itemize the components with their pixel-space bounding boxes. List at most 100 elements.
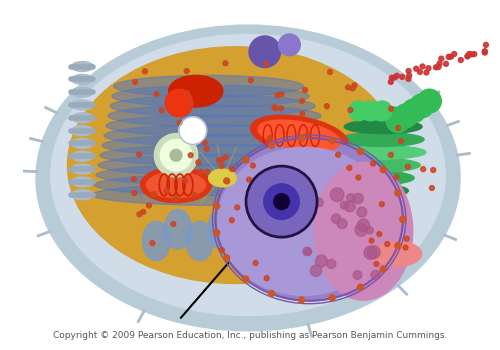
Ellipse shape [332,145,426,159]
Circle shape [171,222,176,226]
Ellipse shape [72,139,93,148]
Circle shape [410,94,434,118]
Circle shape [300,98,304,103]
Circle shape [458,58,464,63]
Ellipse shape [140,167,212,203]
Circle shape [353,271,362,279]
Ellipse shape [208,210,235,249]
Circle shape [279,92,284,97]
Circle shape [380,266,386,272]
Circle shape [179,117,206,145]
Circle shape [348,101,368,121]
Circle shape [371,270,380,280]
Circle shape [396,125,400,130]
Circle shape [426,66,431,71]
Ellipse shape [72,177,93,187]
Ellipse shape [108,105,321,127]
Circle shape [305,248,312,255]
Ellipse shape [142,221,170,261]
Circle shape [406,69,411,74]
Circle shape [184,91,190,96]
Ellipse shape [146,172,206,198]
Circle shape [250,163,256,168]
Ellipse shape [186,221,214,261]
Circle shape [327,259,336,268]
Circle shape [329,138,335,144]
Ellipse shape [218,147,390,295]
Circle shape [273,106,278,111]
Circle shape [223,61,228,66]
Circle shape [346,85,350,90]
Circle shape [469,52,474,57]
Circle shape [264,184,300,219]
Circle shape [403,245,408,250]
Ellipse shape [72,75,93,84]
Circle shape [264,276,269,281]
Ellipse shape [314,162,412,300]
Circle shape [152,191,156,196]
Circle shape [140,209,145,215]
Circle shape [132,177,136,182]
Circle shape [406,164,410,169]
Circle shape [324,104,330,108]
Ellipse shape [104,125,333,146]
Circle shape [418,69,422,75]
Circle shape [248,78,253,83]
Circle shape [380,202,384,207]
Ellipse shape [102,134,339,156]
Circle shape [402,99,425,123]
Circle shape [177,120,182,125]
Ellipse shape [112,85,309,107]
Ellipse shape [98,154,350,176]
Circle shape [348,107,353,112]
Circle shape [298,297,304,303]
Circle shape [337,219,347,229]
Circle shape [164,189,169,194]
Circle shape [431,168,436,173]
Circle shape [142,69,148,74]
Circle shape [230,218,234,223]
Circle shape [436,64,441,70]
Circle shape [392,75,397,80]
Ellipse shape [72,190,93,200]
Circle shape [368,246,380,259]
Circle shape [246,177,252,182]
Circle shape [188,101,193,106]
Circle shape [214,203,220,209]
Circle shape [364,246,377,259]
Circle shape [395,243,401,248]
Ellipse shape [251,210,278,249]
Circle shape [305,202,312,209]
Circle shape [249,36,280,68]
Circle shape [386,109,410,133]
Ellipse shape [100,145,344,166]
Circle shape [192,192,197,197]
Circle shape [224,178,230,184]
Circle shape [420,167,426,172]
Circle shape [160,140,192,171]
Circle shape [183,178,188,183]
Circle shape [439,56,444,61]
Circle shape [154,134,198,177]
Circle shape [216,158,222,163]
Circle shape [448,54,454,59]
Circle shape [370,161,376,166]
Circle shape [310,265,322,276]
Circle shape [165,89,193,117]
Circle shape [278,34,300,56]
Circle shape [272,105,277,110]
Ellipse shape [168,75,223,107]
Circle shape [465,54,470,58]
Circle shape [437,61,442,66]
Circle shape [306,132,310,137]
Circle shape [248,168,315,235]
Circle shape [268,135,272,140]
Ellipse shape [72,113,93,123]
Circle shape [430,186,434,190]
Circle shape [400,216,406,222]
Circle shape [204,146,209,151]
Circle shape [274,194,289,210]
Ellipse shape [72,164,93,174]
Circle shape [173,198,178,203]
Circle shape [388,79,394,84]
